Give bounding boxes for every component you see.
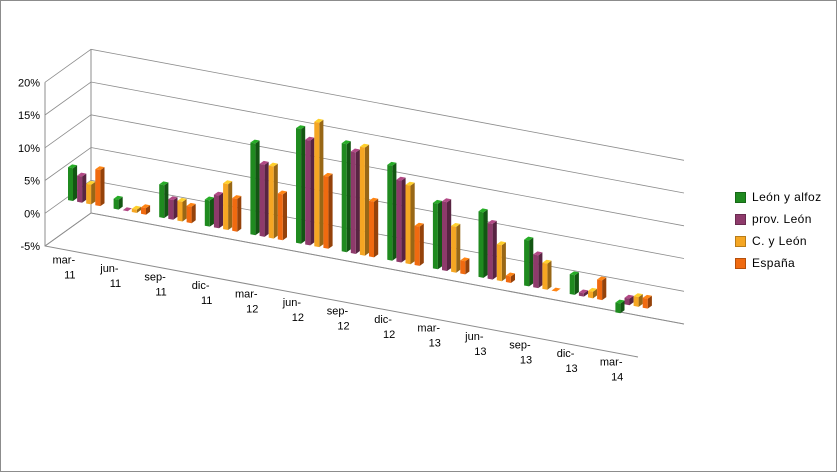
bar bbox=[68, 164, 78, 201]
bar bbox=[542, 259, 552, 290]
gridline bbox=[44, 114, 685, 227]
legend-swatch bbox=[735, 191, 746, 203]
x-tick-label: mar-13 bbox=[417, 323, 440, 350]
bar bbox=[524, 236, 534, 287]
y-tick-label: 10% bbox=[18, 143, 40, 155]
bar bbox=[414, 222, 424, 266]
legend-item: prov. León bbox=[735, 208, 822, 230]
bar bbox=[122, 207, 132, 212]
bar bbox=[569, 271, 579, 295]
y-tick-label: -5% bbox=[20, 241, 40, 253]
bar bbox=[341, 140, 351, 253]
bar bbox=[213, 191, 224, 229]
bar bbox=[588, 287, 598, 299]
bar bbox=[633, 293, 643, 307]
x-tick-label: dic-12 bbox=[374, 314, 395, 341]
x-tick-label: mar-12 bbox=[235, 288, 258, 315]
bar bbox=[387, 161, 397, 261]
bar bbox=[168, 196, 178, 220]
gridline bbox=[44, 48, 685, 161]
legend-label: C. y León bbox=[752, 234, 807, 248]
bar bbox=[496, 241, 506, 282]
bar bbox=[432, 199, 442, 270]
bar bbox=[204, 196, 214, 227]
bar bbox=[159, 181, 169, 219]
bar bbox=[578, 289, 588, 297]
bar bbox=[77, 172, 87, 203]
bar bbox=[131, 205, 141, 213]
bar bbox=[551, 287, 561, 292]
legend-item: España bbox=[735, 252, 822, 274]
x-tick-label: mar-14 bbox=[600, 357, 623, 384]
legend-swatch bbox=[735, 213, 746, 225]
bar bbox=[359, 143, 370, 256]
legend-item: C. y León bbox=[735, 230, 822, 252]
bar bbox=[113, 195, 123, 210]
x-tick-label: sep-13 bbox=[509, 340, 532, 367]
x-tick-label: mar-11 bbox=[53, 254, 76, 281]
y-tick-label: 20% bbox=[18, 77, 40, 89]
bar bbox=[186, 202, 196, 224]
bar bbox=[505, 272, 515, 283]
x-tick-label: dic-13 bbox=[557, 348, 578, 375]
bar bbox=[268, 162, 278, 239]
bar bbox=[323, 172, 333, 249]
gridline bbox=[44, 81, 685, 194]
legend-label: León y alfoz bbox=[752, 190, 822, 204]
bar bbox=[250, 139, 260, 236]
x-tick-label: sep-11 bbox=[144, 271, 166, 298]
bar bbox=[405, 181, 415, 265]
legend-swatch bbox=[735, 257, 746, 269]
bar bbox=[533, 251, 543, 289]
bar bbox=[223, 180, 233, 230]
x-tick-label: dic-11 bbox=[192, 280, 213, 307]
bar bbox=[451, 223, 461, 273]
bar bbox=[597, 276, 607, 301]
gridline bbox=[44, 212, 685, 325]
bar bbox=[350, 148, 360, 254]
legend-label: España bbox=[752, 256, 796, 270]
y-tick-label: 0% bbox=[24, 208, 40, 220]
y-tick-label: 5% bbox=[24, 176, 40, 188]
bar bbox=[86, 180, 96, 205]
bar bbox=[369, 197, 379, 258]
bar bbox=[232, 195, 242, 232]
bar bbox=[615, 299, 625, 314]
x-tick-label: jun-13 bbox=[464, 331, 486, 358]
bar bbox=[478, 208, 488, 278]
bar bbox=[442, 198, 452, 271]
legend-item: León y alfoz bbox=[735, 186, 822, 208]
bar bbox=[177, 197, 187, 222]
bar bbox=[460, 257, 470, 275]
bar bbox=[277, 190, 287, 241]
bar bbox=[314, 118, 324, 248]
x-tick-label: jun-12 bbox=[282, 297, 304, 324]
legend-swatch bbox=[735, 235, 746, 247]
y-tick-label: 15% bbox=[18, 110, 40, 122]
bar bbox=[296, 125, 306, 244]
x-tick-label: jun-11 bbox=[99, 263, 121, 290]
chart-legend: León y alfoz prov. León C. y León España bbox=[735, 186, 822, 274]
x-tick-label: sep-12 bbox=[327, 306, 350, 333]
bar bbox=[487, 220, 497, 280]
legend-label: prov. León bbox=[752, 212, 812, 226]
bar bbox=[305, 136, 315, 246]
bar bbox=[624, 294, 634, 306]
bar bbox=[141, 204, 151, 215]
bar bbox=[396, 176, 406, 263]
bar bbox=[642, 294, 652, 309]
bar bbox=[259, 160, 269, 237]
bar bbox=[95, 166, 105, 207]
